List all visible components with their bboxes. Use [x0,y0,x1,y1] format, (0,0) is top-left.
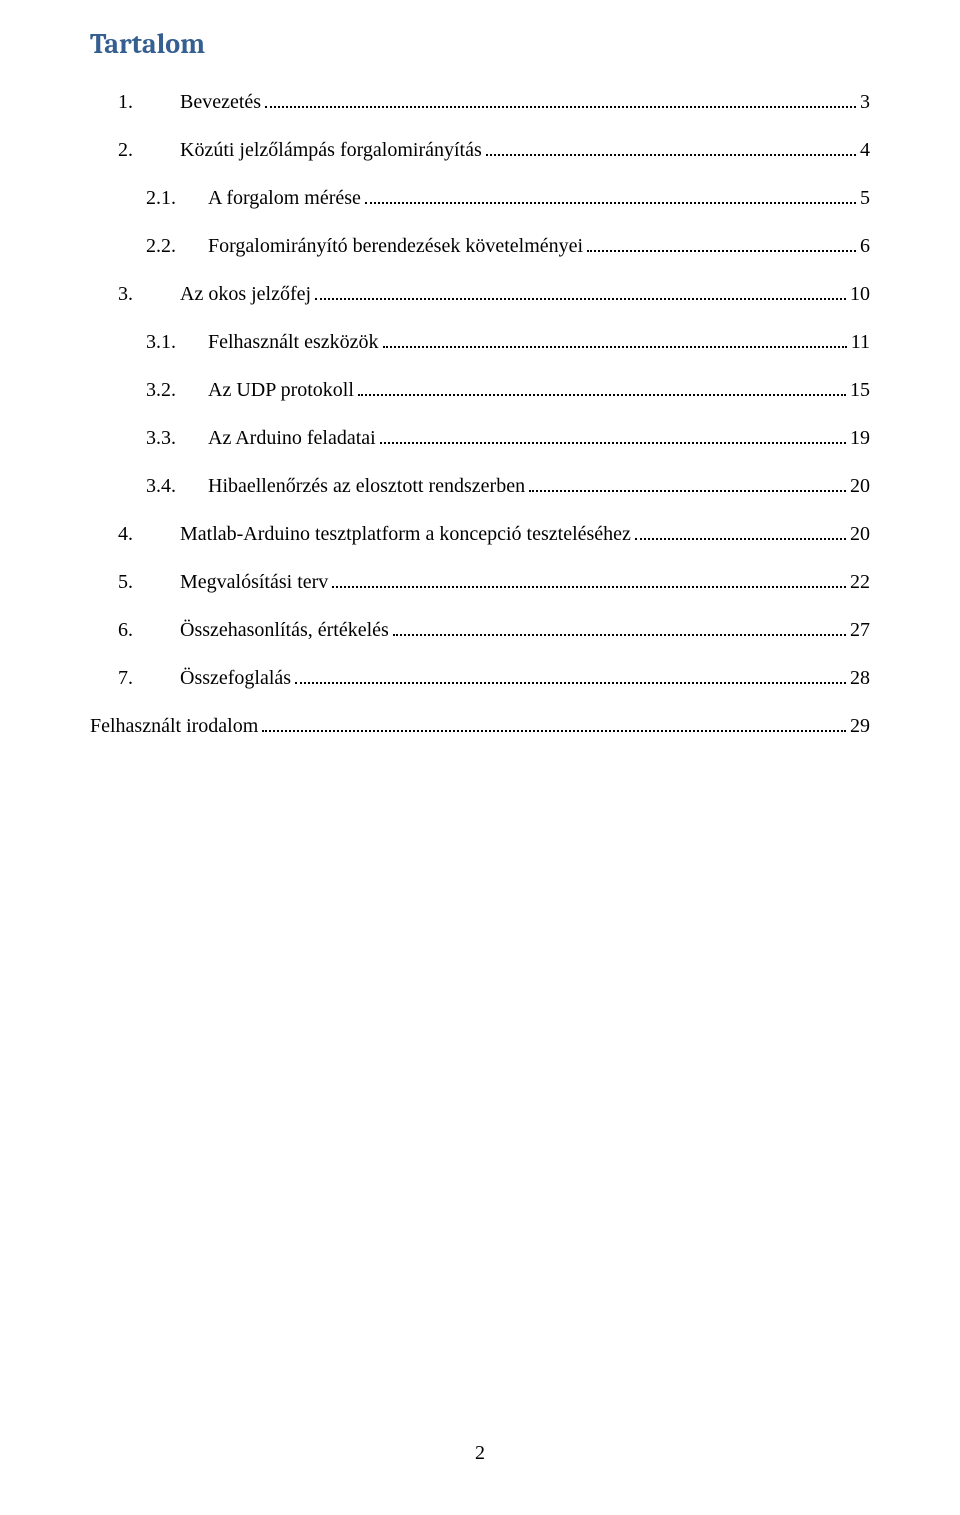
toc-leader-dots [635,522,846,540]
toc-entry[interactable]: 5. Megvalósítási terv 22 [90,558,870,606]
toc-entry-number: 2. [118,126,180,174]
toc-entry-number: 3.1. [146,318,208,366]
toc-entry[interactable]: 6. Összehasonlítás, értékelés 27 [90,606,870,654]
toc-leader-dots [529,474,846,492]
toc-entry-page: 22 [850,558,870,606]
toc-leader-dots [380,426,846,444]
toc-entry-number: 5. [118,558,180,606]
toc-entry-text: Forgalomirányító berendezések követelmén… [208,222,583,270]
toc-entry[interactable]: 2.1. A forgalom mérése 5 [90,174,870,222]
toc-entry-text: Felhasznált irodalom [90,702,258,750]
toc-entry-page: 15 [850,366,870,414]
toc-entry[interactable]: 3. Az okos jelzőfej 10 [90,270,870,318]
toc-entry-page: 20 [850,462,870,510]
toc-entry-number: 3. [118,270,180,318]
toc-entry-text: Matlab-Arduino tesztplatform a koncepció… [180,510,631,558]
toc-entry-text: Összehasonlítás, értékelés [180,606,389,654]
toc-entry[interactable]: 1. Bevezetés 3 [90,78,870,126]
toc-entry[interactable]: 7. Összefoglalás 28 [90,654,870,702]
toc-entry[interactable]: 2.2. Forgalomirányító berendezések követ… [90,222,870,270]
toc-entry-text: Megvalósítási terv [180,558,328,606]
toc-entry[interactable]: 3.2. Az UDP protokoll 15 [90,366,870,414]
toc-entry-page: 11 [851,318,870,366]
toc-entry-page: 4 [860,126,870,174]
toc-entry-page: 20 [850,510,870,558]
page-number: 2 [0,1442,960,1465]
toc-entry-text: Közúti jelzőlámpás forgalomirányítás [180,126,482,174]
toc-leader-dots [262,714,846,732]
toc-entry-page: 19 [850,414,870,462]
toc-entry-page: 28 [850,654,870,702]
toc-entry-text: Bevezetés [180,78,261,126]
toc-entry-page: 3 [860,78,870,126]
toc-leader-dots [587,234,856,252]
toc-leader-dots [332,570,846,588]
toc-leader-dots [295,666,846,684]
toc-entry-text: Hibaellenőrzés az elosztott rendszerben [208,462,525,510]
toc-entry-page: 29 [850,702,870,750]
toc-entry-number: 3.2. [146,366,208,414]
toc-entry-number: 7. [118,654,180,702]
toc-entry-number: 4. [118,510,180,558]
toc-entry[interactable]: Felhasznált irodalom 29 [90,702,870,750]
toc-leader-dots [383,330,847,348]
toc-leader-dots [315,282,846,300]
toc-entry[interactable]: 2. Közúti jelzőlámpás forgalomirányítás … [90,126,870,174]
toc-entry-number: 3.4. [146,462,208,510]
toc-entry-text: Az UDP protokoll [208,366,354,414]
toc-entry[interactable]: 3.3. Az Arduino feladatai 19 [90,414,870,462]
toc-entry-text: Az Arduino feladatai [208,414,376,462]
toc-entry-number: 6. [118,606,180,654]
toc-entry-page: 6 [860,222,870,270]
toc-entry-number: 1. [118,78,180,126]
page: Tartalom 1. Bevezetés 3 2. Közúti jelzől… [0,0,960,1515]
toc-leader-dots [365,186,856,204]
toc-leader-dots [265,90,856,108]
toc-entry-text: Összefoglalás [180,654,291,702]
toc-title: Tartalom [90,28,870,60]
toc-entry[interactable]: 4. Matlab-Arduino tesztplatform a koncep… [90,510,870,558]
toc-entry-text: A forgalom mérése [208,174,361,222]
toc-entry-number: 2.1. [146,174,208,222]
toc-entry[interactable]: 3.4. Hibaellenőrzés az elosztott rendsze… [90,462,870,510]
toc-list: 1. Bevezetés 3 2. Közúti jelzőlámpás for… [90,78,870,750]
toc-entry-text: Az okos jelzőfej [180,270,311,318]
toc-entry-text: Felhasznált eszközök [208,318,379,366]
toc-entry-page: 10 [850,270,870,318]
toc-entry-number: 2.2. [146,222,208,270]
toc-leader-dots [393,618,846,636]
toc-entry-page: 27 [850,606,870,654]
toc-entry-number: 3.3. [146,414,208,462]
toc-entry[interactable]: 3.1. Felhasznált eszközök 11 [90,318,870,366]
toc-entry-page: 5 [860,174,870,222]
toc-leader-dots [486,138,856,156]
toc-leader-dots [358,378,846,396]
